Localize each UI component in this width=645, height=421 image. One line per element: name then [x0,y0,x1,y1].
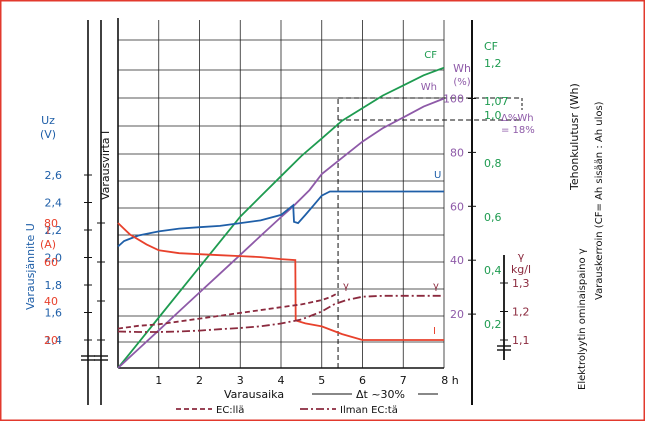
curve-label-i: I [433,326,436,337]
gamma-tick-label: 1,2 [512,306,530,319]
legend-label: Ilman EC:tä [340,405,398,416]
cf-tick-label: 0,8 [484,157,502,170]
uz-axis-label: Uz [41,114,55,127]
uz-tick-label: 1,6 [45,307,63,320]
wh-axis-label: Wh [453,62,471,75]
dt-note: Δt ~30% [356,388,405,401]
annotation-line: Δ%Wh [501,113,534,124]
current-tick-label: 20 [44,334,58,347]
legend-label: EC:llä [216,405,244,416]
x-tick-label: 3 [237,374,244,387]
x-tick-label: 6 [359,374,366,387]
uz-tick-label: 2,0 [45,252,63,265]
gamma-axis-title: Elektrolyytin ominaispaino γ [577,248,588,390]
uz-axis-unit: (V) [40,128,56,141]
current-axis-label: I [46,224,49,237]
wh-axis-unit: (%) [453,77,470,88]
current-axis-unit: (A) [40,238,56,251]
curve-label-gamma-ec: γ [343,281,349,292]
series-u-line [117,190,444,248]
uz-tick-label: 2,6 [45,169,63,182]
wh-tick-label: 100 [443,93,464,106]
curve-label-wh: Wh [421,82,437,93]
cf-axis-label: CF [484,40,498,53]
x-tick-label: 5 [318,374,325,387]
wh-tick-label: 60 [450,200,464,213]
curve-label-u: U [434,170,441,181]
labels: 1 2 3 4 5 6 7 8 h Varausaika Δt ~30% 1,4 1,6 1,8 2,0 2… [24,40,605,416]
grid [118,20,445,368]
axes [81,18,523,405]
cf-tick-label: 0,2 [484,318,502,331]
gamma-axis-label: γ [518,250,525,263]
series-cf-line [117,66,445,369]
annotation-line: = 18% [501,125,535,136]
series-gamma_ec-line [117,292,339,330]
x-tick-label: 1 [155,374,162,387]
series-i-line [117,222,444,341]
cf-tick-label: 0,6 [484,211,502,224]
wh-tick-label: 40 [450,254,464,267]
uz-axis-title: Varausjännite U [24,223,37,310]
x-axis-label: Varausaika [224,388,284,401]
uz-tick-label: 1,8 [45,279,63,292]
wh-tick-label: 80 [450,146,464,159]
cf-tick-label: 1,0 [484,109,502,122]
x-tick-label: 8 h [441,374,458,387]
gamma-axis-unit: kg/l [511,263,531,276]
wh-axis-title: Tehonkulutusr (Wh) [568,83,581,191]
chart-background [10,10,635,410]
curve-label-cf: CF [424,50,437,61]
cf-tick-label: 1,2 [484,57,502,70]
current-tick-label: 80 [44,217,58,230]
x-tick-label: 4 [278,374,285,387]
curve-label-gamma-no-ec: γ [433,281,439,292]
uz-tick-label: 1,4 [45,334,63,347]
uz-tick-label: 2,4 [45,197,63,210]
cf-axis-title: Varauskerroin (CF= Ah sisään : Ah ulos) [594,101,605,300]
series-gamma_no_ec-line [117,294,444,333]
cf-tick-label: 1,07 [484,95,509,108]
current-axis-title: Varausvirta I [99,131,112,200]
current-tick-label: 60 [44,256,58,269]
series-wh-line [117,97,445,369]
cf-tick-label: 0,4 [484,264,502,277]
uz-tick-label: 2,2 [45,224,63,237]
gamma-tick-label: 1,3 [512,277,530,290]
x-tick-label: 7 [400,374,407,387]
curves [117,66,445,369]
current-tick-label: 40 [44,295,58,308]
x-tick-label: 2 [196,374,203,387]
gamma-tick-label: 1,1 [512,334,530,347]
wh-tick-label: 20 [450,308,464,321]
